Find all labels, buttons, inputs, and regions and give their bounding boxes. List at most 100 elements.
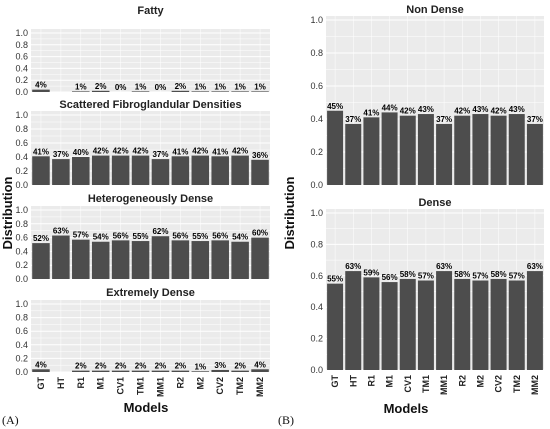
y-tick-label: 0.0 xyxy=(15,274,28,284)
bar-TM2 xyxy=(231,91,249,92)
bar-HT xyxy=(345,271,362,370)
bar-TM1 xyxy=(131,91,150,92)
data-label-R2: 58% xyxy=(454,270,470,279)
x-tick-label-CV2: CV2 xyxy=(494,375,504,393)
y-tick-label: 0.8 xyxy=(310,48,323,58)
data-label-GT: 4% xyxy=(35,81,47,90)
bar-TM2 xyxy=(231,370,249,372)
data-label-HT: 37% xyxy=(53,150,69,159)
bar-TM2 xyxy=(508,280,525,370)
x-tick-label-CV2: CV2 xyxy=(215,377,225,395)
bar-TM1 xyxy=(417,280,434,370)
facet-title: Scattered Fibroglandular Densities xyxy=(59,99,241,111)
bar-MM2 xyxy=(526,271,543,370)
bar-HT xyxy=(52,159,70,185)
data-label-MM1: 37% xyxy=(152,150,168,159)
x-tick-label-TM2: TM2 xyxy=(235,377,245,395)
data-label-M1: 42% xyxy=(93,147,109,156)
bar-M2 xyxy=(472,280,489,370)
x-tick-label-M2: M2 xyxy=(475,375,485,388)
x-tick-label-R1: R1 xyxy=(366,375,376,387)
facet-4: 0.0 0.2 0.4 0.6 0.8 1.0 4% 2% 2% 2% 2% 2% 2% 1% 3% 2% 4%… xyxy=(15,287,270,397)
bar-TM1 xyxy=(131,155,150,185)
panel-b-x-axis-label: Models xyxy=(384,401,429,416)
data-label-CV2: 58% xyxy=(491,270,507,279)
data-label-CV1: 2% xyxy=(115,362,127,371)
x-tick-label-M2: M2 xyxy=(195,377,205,390)
data-label-TM2: 54% xyxy=(232,233,248,242)
bar-CV1 xyxy=(111,155,130,185)
bar-M2 xyxy=(191,155,210,185)
data-label-R1: 40% xyxy=(73,148,89,157)
bar-HT xyxy=(52,235,70,279)
y-tick-label: 0.6 xyxy=(15,326,28,336)
y-tick-label: 0.0 xyxy=(310,180,323,190)
x-tick-label-CV1: CV1 xyxy=(403,375,413,393)
data-label-CV2: 41% xyxy=(212,147,228,156)
y-tick-label: 0.8 xyxy=(15,40,28,50)
data-label-TM1: 42% xyxy=(133,147,149,156)
y-tick-label: 1.0 xyxy=(310,15,323,25)
facet-6: 0.00.20.40.60.81.055%63%59%56% 58% 57%63%5… xyxy=(310,197,544,395)
facet-title: Extremely Dense xyxy=(106,287,195,299)
y-tick-label: 0.8 xyxy=(15,313,28,323)
y-tick-label: 0.4 xyxy=(15,63,28,73)
bar-CV2 xyxy=(490,115,507,185)
data-label-R1: 57% xyxy=(73,231,89,240)
bar-R1 xyxy=(72,91,90,92)
data-label-TM1: 1% xyxy=(135,82,147,91)
data-label-CV1: 56% xyxy=(113,231,129,240)
bar-R2 xyxy=(171,156,190,185)
y-tick-label: 0.8 xyxy=(15,219,28,229)
data-label-TM2: 42% xyxy=(232,147,248,156)
data-label-M2: 1% xyxy=(195,82,207,91)
bar-MM1 xyxy=(436,123,453,185)
bar-TM1 xyxy=(417,114,434,185)
bar-TM2 xyxy=(231,241,249,279)
facet-title: Non Dense xyxy=(406,4,463,16)
x-tick-label-MM1: MM1 xyxy=(439,375,449,395)
bar-R2 xyxy=(454,115,471,185)
bar-CV2 xyxy=(490,278,507,370)
y-tick-label: 0.2 xyxy=(15,75,28,85)
bar-GT xyxy=(32,156,50,185)
data-label-TM2: 2% xyxy=(234,362,246,371)
data-label-CV1: 42% xyxy=(113,147,129,156)
bar-M1 xyxy=(91,370,110,372)
bar-R2 xyxy=(171,370,190,372)
bar-CV1 xyxy=(111,370,130,372)
bar-TM2 xyxy=(508,114,525,185)
plot-background xyxy=(31,206,270,279)
y-tick-label: 1.0 xyxy=(15,110,28,120)
data-label-GT: 45% xyxy=(327,102,343,111)
bar-R2 xyxy=(454,278,471,370)
bar-MM2 xyxy=(251,369,269,372)
bar-R1 xyxy=(72,239,90,279)
data-label-MM2: 63% xyxy=(527,262,543,271)
bar-MM2 xyxy=(251,237,269,279)
plot-background xyxy=(326,16,544,185)
x-tick-label-MM2: MM2 xyxy=(255,377,265,397)
panel-a-label: (A) xyxy=(2,413,19,427)
x-tick-label-CV1: CV1 xyxy=(116,377,126,395)
bar-GT xyxy=(327,110,344,185)
data-label-R1: 2% xyxy=(75,362,87,371)
data-label-MM1: 63% xyxy=(436,262,452,271)
data-label-M2: 1% xyxy=(195,362,207,371)
facet-title: Fatty xyxy=(137,5,164,17)
y-tick-label: 0.6 xyxy=(15,233,28,243)
y-tick-label: 1.0 xyxy=(15,28,28,38)
bar-M2 xyxy=(191,91,210,92)
y-tick-label: 0.2 xyxy=(15,166,28,176)
bar-CV2 xyxy=(211,156,229,185)
y-tick-label: 0.2 xyxy=(15,260,28,270)
bar-CV1 xyxy=(111,240,130,279)
plot-background xyxy=(31,29,270,92)
y-tick-label: 0.6 xyxy=(310,81,323,91)
bar-M2 xyxy=(472,114,489,185)
bar-TM2 xyxy=(231,155,249,185)
data-label-TM1: 2% xyxy=(135,362,147,371)
data-label-M1: 56% xyxy=(382,273,398,282)
data-label-M2: 55% xyxy=(192,232,208,241)
y-tick-label: 0.2 xyxy=(310,334,323,344)
